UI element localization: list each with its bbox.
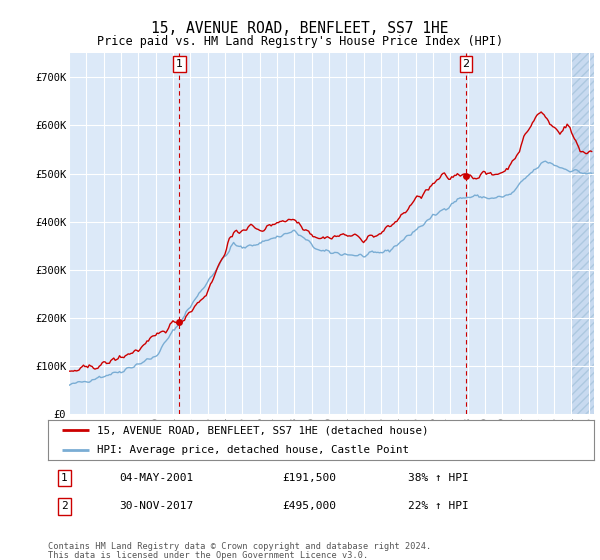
Text: 15, AVENUE ROAD, BENFLEET, SS7 1HE (detached house): 15, AVENUE ROAD, BENFLEET, SS7 1HE (deta… <box>97 425 428 435</box>
Text: 2: 2 <box>463 59 470 69</box>
Text: HPI: Average price, detached house, Castle Point: HPI: Average price, detached house, Cast… <box>97 445 409 455</box>
Text: 04-MAY-2001: 04-MAY-2001 <box>119 473 193 483</box>
Text: Contains HM Land Registry data © Crown copyright and database right 2024.: Contains HM Land Registry data © Crown c… <box>48 542 431 550</box>
Text: 2: 2 <box>61 501 68 511</box>
Text: 38% ↑ HPI: 38% ↑ HPI <box>409 473 469 483</box>
Text: 22% ↑ HPI: 22% ↑ HPI <box>409 501 469 511</box>
Bar <box>571 53 594 414</box>
Text: 1: 1 <box>61 473 68 483</box>
Text: This data is licensed under the Open Government Licence v3.0.: This data is licensed under the Open Gov… <box>48 551 368 560</box>
Text: 15, AVENUE ROAD, BENFLEET, SS7 1HE: 15, AVENUE ROAD, BENFLEET, SS7 1HE <box>151 21 449 36</box>
Text: 1: 1 <box>176 59 183 69</box>
Bar <box>571 53 594 414</box>
Text: £191,500: £191,500 <box>283 473 337 483</box>
Text: £495,000: £495,000 <box>283 501 337 511</box>
Text: 30-NOV-2017: 30-NOV-2017 <box>119 501 193 511</box>
Text: Price paid vs. HM Land Registry's House Price Index (HPI): Price paid vs. HM Land Registry's House … <box>97 35 503 48</box>
